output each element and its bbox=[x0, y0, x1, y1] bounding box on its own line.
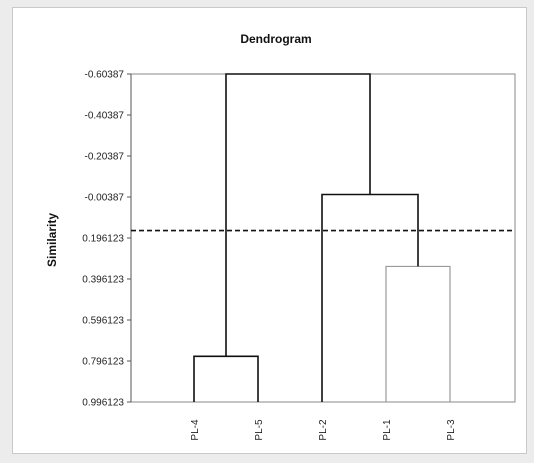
y-tick-label: -0.60387 bbox=[85, 70, 125, 81]
dendrogram-chart: Dendrogram Similarity -0.60387-0.40387-0… bbox=[45, 32, 516, 441]
x-leaf-label: PL-1 bbox=[382, 419, 393, 441]
y-tick-label: 0.596123 bbox=[82, 315, 124, 326]
chart-title: Dendrogram bbox=[240, 32, 311, 46]
y-tick-label: 0.996123 bbox=[82, 398, 124, 409]
y-tick-label: -0.00387 bbox=[85, 193, 125, 204]
x-leaf-label: PL-2 bbox=[318, 419, 329, 441]
dendrogram-link bbox=[385, 265, 451, 402]
chart-frame: Dendrogram Similarity -0.60387 -0.40387 -0… bbox=[12, 7, 527, 454]
dendrogram-link bbox=[193, 355, 259, 402]
plot-border bbox=[130, 73, 516, 403]
y-tick-label: 0.196123 bbox=[82, 233, 124, 244]
y-tick-label: 0.396123 bbox=[82, 274, 124, 285]
y-tick-label: -0.40387 bbox=[85, 111, 125, 122]
y-tick-label: -0.20387 bbox=[85, 152, 125, 163]
dendrogram-link bbox=[321, 193, 419, 402]
y-tick-label: 0.796123 bbox=[82, 356, 124, 367]
plot-area: -0.60387 -0.40387 -0.20387 -0.00387 0.196123… bbox=[82, 70, 516, 441]
y-axis-label: Similarity bbox=[45, 213, 59, 267]
x-leaf-label: PL-4 bbox=[190, 419, 201, 441]
x-leaf-label: PL-3 bbox=[446, 419, 457, 441]
x-leaf-label: PL-5 bbox=[254, 419, 265, 441]
dendrogram-link bbox=[225, 73, 371, 357]
